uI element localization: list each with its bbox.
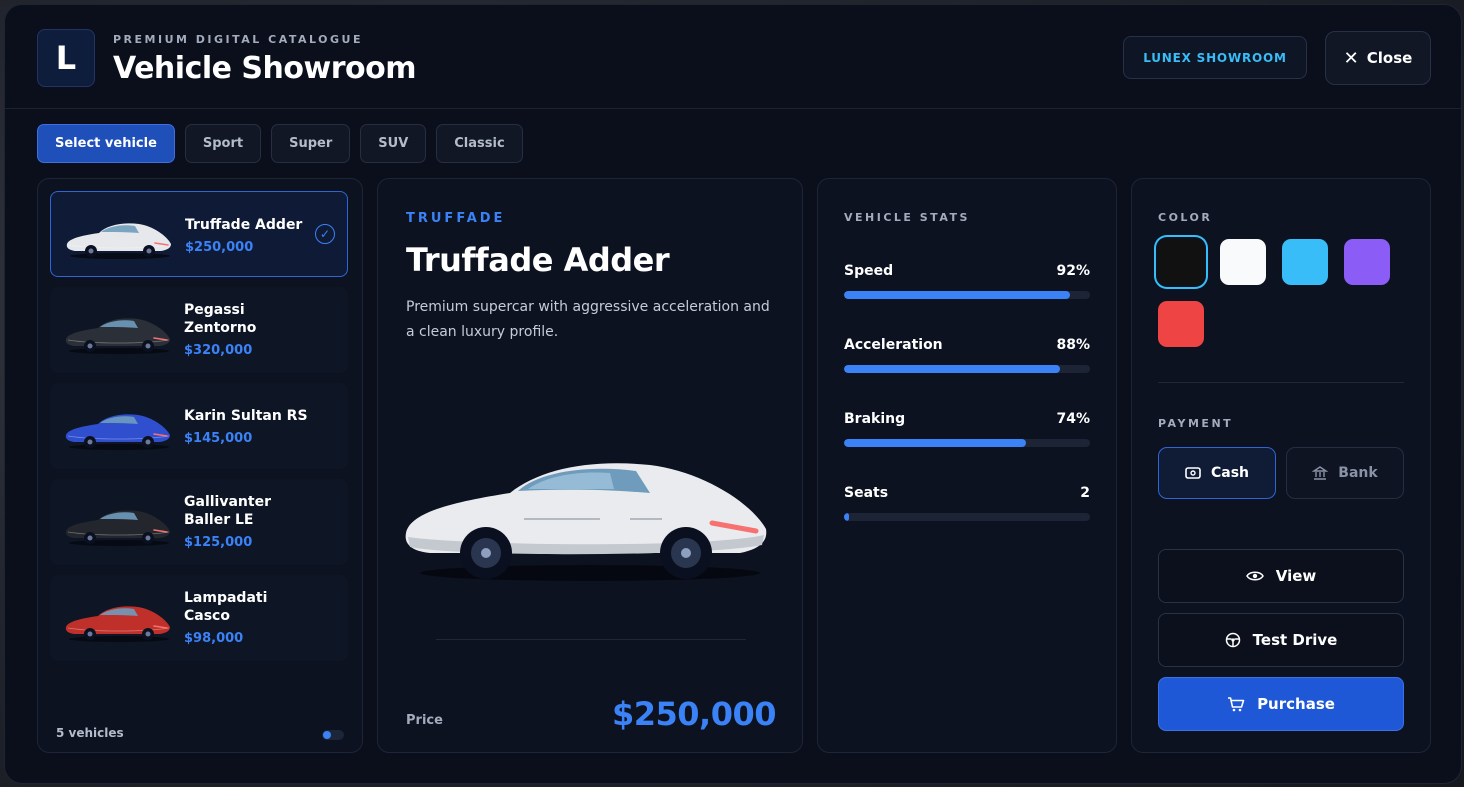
stat-label: Seats bbox=[844, 485, 889, 501]
stat-bar-fill bbox=[844, 513, 849, 521]
page-title: Vehicle Showroom bbox=[113, 51, 417, 86]
vehicle-count: 5 vehicles bbox=[56, 726, 124, 740]
stat-bar bbox=[844, 365, 1090, 373]
vehicle-name: Gallivanter Baller LE bbox=[184, 494, 271, 528]
car-thumbnail-icon bbox=[65, 606, 170, 642]
divider bbox=[436, 639, 746, 640]
list-item[interactable]: Pegassi Zentorno $320,000 bbox=[50, 287, 348, 373]
car-thumbnail-icon bbox=[65, 414, 170, 450]
page-subtitle: PREMIUM DIGITAL CATALOGUE bbox=[113, 33, 363, 46]
color-swatch-white[interactable] bbox=[1220, 239, 1266, 285]
car-thumbnail-icon bbox=[66, 223, 171, 259]
close-button[interactable]: ✕ Close bbox=[1325, 31, 1431, 85]
stat-acceleration: Acceleration 88% bbox=[844, 337, 1090, 377]
stat-label: Speed bbox=[844, 263, 894, 279]
vehicle-price: $320,000 bbox=[184, 343, 253, 358]
showroom-modal: L PREMIUM DIGITAL CATALOGUE Vehicle Show… bbox=[4, 4, 1462, 784]
vehicle-description: Premium supercar with aggressive acceler… bbox=[406, 299, 770, 340]
payment-bank-button[interactable]: Bank bbox=[1286, 447, 1404, 499]
stat-bar bbox=[844, 513, 1090, 521]
showroom-badge: LUNEX SHOWROOM bbox=[1123, 36, 1307, 79]
category-tabs: Select vehicle Sport Super SUV Classic bbox=[37, 124, 523, 163]
purchase-button[interactable]: Purchase bbox=[1158, 677, 1404, 731]
stat-bar bbox=[844, 291, 1090, 299]
stats-title: VEHICLE STATS bbox=[844, 211, 970, 224]
vehicle-price: $98,000 bbox=[184, 631, 244, 646]
stat-label: Braking bbox=[844, 411, 906, 427]
test-drive-button[interactable]: Test Drive bbox=[1158, 613, 1404, 667]
purchase-label: Purchase bbox=[1257, 695, 1335, 713]
vehicle-brand: TRUFFADE bbox=[406, 211, 506, 226]
header: L PREMIUM DIGITAL CATALOGUE Vehicle Show… bbox=[5, 5, 1461, 109]
tab-classic[interactable]: Classic bbox=[436, 124, 523, 163]
stat-value: 74% bbox=[1056, 411, 1090, 427]
view-label: View bbox=[1275, 567, 1317, 585]
color-swatch-black[interactable] bbox=[1158, 239, 1204, 285]
close-icon: ✕ bbox=[1343, 47, 1359, 69]
check-icon: ✓ bbox=[315, 224, 335, 244]
close-label: Close bbox=[1366, 49, 1413, 67]
vehicle-name: Pegassi Zentorno bbox=[184, 302, 257, 336]
color-title: COLOR bbox=[1158, 211, 1213, 224]
vehicle-name: Lampadati Casco bbox=[184, 590, 268, 624]
price-value: $250,000 bbox=[611, 695, 777, 733]
car-thumbnail-icon bbox=[65, 318, 170, 354]
stat-speed: Speed 92% bbox=[844, 263, 1090, 303]
stat-bar-fill bbox=[844, 291, 1071, 299]
tab-super[interactable]: Super bbox=[271, 124, 351, 163]
vehicle-model: Truffade Adder bbox=[406, 241, 670, 279]
stat-seats: Seats 2 bbox=[844, 485, 1090, 525]
payment-label: Bank bbox=[1338, 465, 1378, 481]
vehicle-name: Truffade Adder bbox=[185, 217, 303, 233]
cart-icon bbox=[1228, 697, 1245, 712]
stat-bar bbox=[844, 439, 1090, 447]
bank-icon bbox=[1312, 466, 1329, 480]
vehicle-name: Karin Sultan RS bbox=[184, 408, 308, 424]
vehicle-price: $145,000 bbox=[184, 431, 253, 446]
logo: L bbox=[37, 29, 95, 87]
price-label: Price bbox=[406, 713, 443, 728]
vehicle-price: $125,000 bbox=[184, 535, 253, 550]
stat-value: 2 bbox=[1080, 485, 1090, 501]
tab-select-vehicle[interactable]: Select vehicle bbox=[37, 124, 175, 163]
list-item[interactable]: Karin Sultan RS $145,000 bbox=[50, 383, 348, 469]
color-swatch-red[interactable] bbox=[1158, 301, 1204, 347]
vehicle-stats-panel: VEHICLE STATS Speed 92% Acceleration 88%… bbox=[817, 178, 1117, 753]
stat-bar-fill bbox=[844, 439, 1027, 447]
scroll-indicator[interactable] bbox=[322, 730, 344, 740]
payment-cash-button[interactable]: Cash bbox=[1158, 447, 1276, 499]
car-preview-icon bbox=[405, 463, 767, 581]
stat-braking: Braking 74% bbox=[844, 411, 1090, 451]
vehicle-price: $250,000 bbox=[185, 240, 254, 255]
vehicle-list-panel: Truffade Adder $250,000 ✓ Pegassi Zentor… bbox=[37, 178, 363, 753]
options-panel: COLOR PAYMENT Cash Bank bbox=[1131, 178, 1431, 753]
color-swatch-purple[interactable] bbox=[1344, 239, 1390, 285]
payment-title: PAYMENT bbox=[1158, 417, 1234, 430]
steering-wheel-icon bbox=[1225, 632, 1240, 648]
eye-icon bbox=[1245, 571, 1264, 581]
tab-suv[interactable]: SUV bbox=[360, 124, 427, 163]
stat-bar-fill bbox=[844, 365, 1061, 373]
tab-sport[interactable]: Sport bbox=[184, 124, 262, 163]
stat-label: Acceleration bbox=[844, 337, 943, 353]
vehicle-detail-panel: TRUFFADE Truffade Adder Premium supercar… bbox=[377, 178, 803, 753]
list-item[interactable]: Gallivanter Baller LE $125,000 bbox=[50, 479, 348, 565]
car-thumbnail-icon bbox=[65, 510, 170, 546]
list-item[interactable]: Lampadati Casco $98,000 bbox=[50, 575, 348, 661]
cash-icon bbox=[1185, 467, 1201, 479]
list-item[interactable]: Truffade Adder $250,000 ✓ bbox=[50, 191, 348, 277]
stat-value: 92% bbox=[1056, 263, 1090, 279]
view-button[interactable]: View bbox=[1158, 549, 1404, 603]
test-drive-label: Test Drive bbox=[1252, 631, 1338, 649]
divider bbox=[1158, 382, 1404, 383]
color-swatch-cyan[interactable] bbox=[1282, 239, 1328, 285]
stat-value: 88% bbox=[1056, 337, 1090, 353]
payment-label: Cash bbox=[1210, 465, 1250, 481]
